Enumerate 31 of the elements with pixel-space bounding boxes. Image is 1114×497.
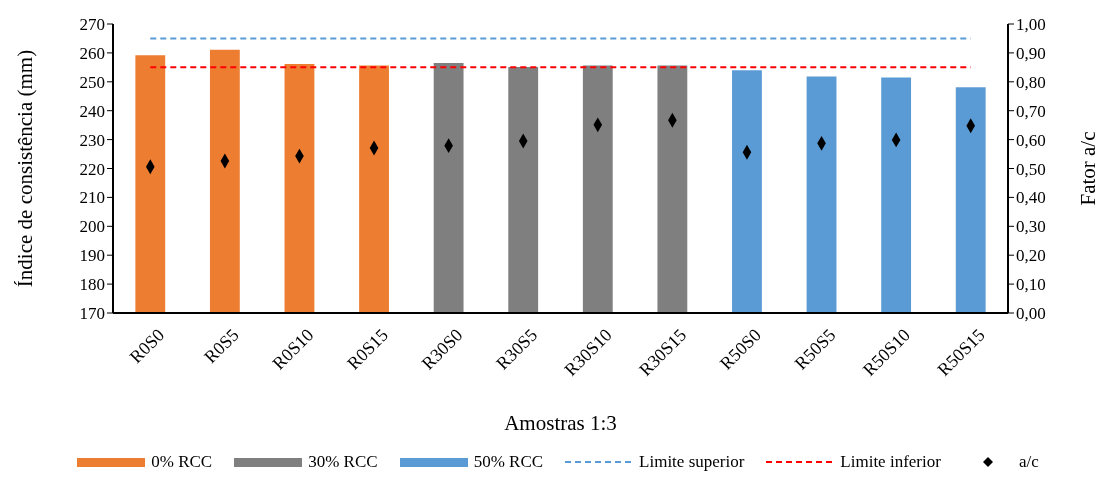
y-tick-label: 240: [79, 101, 105, 121]
y-tick-label: 170: [79, 304, 105, 324]
y-tick-label: 210: [79, 188, 105, 208]
legend-label: 0% RCC: [151, 452, 213, 472]
y2-tick-label: 0,90: [1016, 43, 1046, 63]
y2-tick-label: 0,40: [1016, 188, 1046, 208]
legend-label: a/c: [1018, 452, 1039, 472]
legend-label: Limite inferior: [840, 452, 941, 472]
y-tick-label: 260: [79, 43, 105, 63]
y-tick-label: 180: [79, 275, 105, 295]
y2-tick-label: 0,70: [1016, 101, 1046, 121]
y-tick-label: 190: [79, 246, 105, 266]
y2-tick-label: 0,80: [1016, 72, 1046, 92]
x-axis-title: Amostras 1:3: [504, 411, 617, 435]
y2-tick-label: 0,20: [1016, 246, 1046, 266]
y2-tick-label: 0,60: [1016, 130, 1046, 150]
legend-label: Limite superior: [639, 452, 745, 472]
y-tick-label: 200: [79, 217, 105, 237]
legend-label: 30% RCC: [308, 452, 378, 472]
y2-tick-label: 0,30: [1016, 217, 1046, 237]
y2-tick-label: 0,10: [1016, 275, 1046, 295]
y-axis-title: Índice de consistência (mm): [13, 49, 38, 288]
y-tick-label: 230: [79, 130, 105, 150]
y2-tick-label: 0,00: [1016, 304, 1046, 324]
legend-label: 50% RCC: [473, 452, 544, 472]
y2-tick-label: 1,00: [1016, 15, 1046, 35]
y-tick-label: 250: [79, 72, 105, 92]
y-tick-label: 270: [79, 15, 105, 35]
y-tick-label: 220: [79, 159, 105, 179]
y2-tick-label: 0,50: [1016, 159, 1046, 179]
y2-axis-title: Fator a/c: [1076, 131, 1101, 206]
